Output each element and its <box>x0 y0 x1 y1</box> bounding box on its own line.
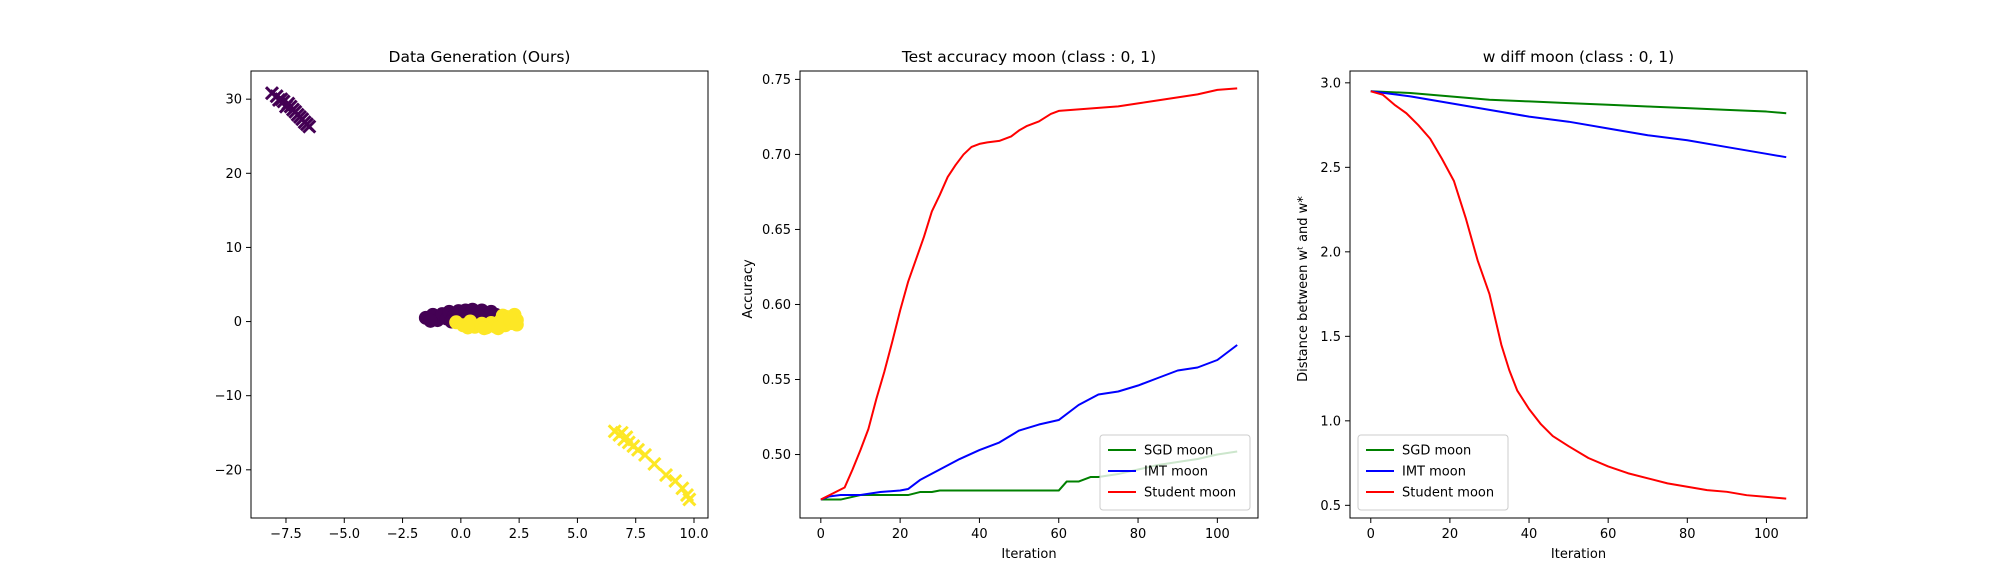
scatter-series-class-0-dot-point <box>423 313 438 328</box>
wdiff-xtick-label: 60 <box>1600 527 1617 542</box>
wdiff-xlabel: Iteration <box>1551 547 1606 562</box>
accuracy-xtick-label: 60 <box>1050 527 1067 542</box>
scatter-xtick-label: −7.5 <box>270 527 302 542</box>
wdiff-xtick-label: 0 <box>1367 527 1375 542</box>
accuracy-xtick-label: 40 <box>971 527 988 542</box>
wdiff-ytick-label: 3.0 <box>1320 76 1341 91</box>
accuracy-ytick-label: 0.65 <box>762 223 791 238</box>
scatter-series-class-0-x-point <box>302 119 317 134</box>
scatter-ytick-label: −20 <box>215 463 242 478</box>
accuracy-legend-label: Student moon <box>1144 486 1236 501</box>
accuracy-axes-frame <box>799 70 1259 519</box>
accuracy-title: Test accuracy moon (class : 0, 1) <box>901 48 1156 66</box>
wdiff-ytick-label: 2.0 <box>1320 245 1341 260</box>
accuracy-xlabel: Iteration <box>1001 547 1056 562</box>
accuracy-ytick-label: 0.55 <box>762 373 791 388</box>
wdiff-ytick-label: 0.5 <box>1320 499 1341 514</box>
wdiff-ylabel: Distance between wᵗ and w* <box>1296 196 1311 382</box>
wdiff-data-layer <box>1370 90 1787 500</box>
scatter-ytick-label: 20 <box>225 167 242 182</box>
accuracy-ytick-label: 0.60 <box>762 298 791 313</box>
scatter-ytick-label: 0 <box>234 315 242 330</box>
scatter-xtick-label: −5.0 <box>328 527 360 542</box>
wdiff-legend-label: IMT moon <box>1402 465 1466 480</box>
scatter-axes-frame <box>250 70 709 519</box>
accuracy-ytick-label: 0.75 <box>762 73 791 88</box>
scatter-ytick-label: −10 <box>215 389 242 404</box>
scatter-series-class-1-x-point <box>682 492 697 507</box>
accuracy-legend-label: IMT moon <box>1144 465 1208 480</box>
scatter-xtick-label: 0.0 <box>451 527 472 542</box>
scatter-xtick-label: 7.5 <box>625 527 646 542</box>
accuracy-ytick-label: 0.50 <box>762 448 791 463</box>
accuracy-ytick-label: 0.70 <box>762 148 791 163</box>
scatter-series-class-1-x-point <box>647 456 662 471</box>
wdiff-title: w diff moon (class : 0, 1) <box>1483 48 1674 66</box>
accuracy-series-student-moon-line <box>820 87 1238 501</box>
scatter-ytick-label: 10 <box>225 241 242 256</box>
wdiff-xtick-label: 20 <box>1442 527 1459 542</box>
scatter-series-class-1-dot-point <box>477 321 492 336</box>
accuracy-series-imt-moon-line <box>820 344 1238 501</box>
scatter-ytick-label: 30 <box>225 93 242 108</box>
scatter-series-class-0-x-point <box>271 92 287 107</box>
scatter-panel: Data Generation (Ours) −7.5 −5.0 −2.5 0.0 2.… <box>215 48 709 542</box>
accuracy-plot-area: 0 20 40 60 80 100 0.50 0.55 0.60 0.65 0.70 0.75 SGD … <box>762 70 1259 542</box>
wdiff-ytick-label: 1.0 <box>1320 414 1341 429</box>
scatter-plot-area: −7.5 −5.0 −2.5 0.0 2.5 5.0 7.5 10.0 −20 −10 0 10 20 3… <box>215 70 709 542</box>
scatter-series-class-1-dot-point <box>491 321 506 336</box>
accuracy-xtick-label: 100 <box>1205 527 1230 542</box>
accuracy-xtick-label: 80 <box>1130 527 1147 542</box>
scatter-xtick-label: 10.0 <box>680 527 709 542</box>
wdiff-xtick-label: 80 <box>1679 527 1696 542</box>
scatter-series-class-1-dot-point <box>509 317 524 332</box>
wdiff-series-sgd-moon-line <box>1370 90 1787 115</box>
wdiff-legend: SGD moon IMT moon Student moon <box>1357 434 1509 511</box>
wdiff-series-imt-moon-line <box>1370 90 1787 159</box>
accuracy-panel: Test accuracy moon (class : 0, 1) Iterat… <box>741 48 1259 562</box>
accuracy-xtick-label: 0 <box>817 527 825 542</box>
wdiff-ytick-label: 2.5 <box>1320 161 1341 176</box>
wdiff-legend-label: Student moon <box>1402 486 1494 501</box>
scatter-xtick-label: 5.0 <box>567 527 588 542</box>
scatter-series-class-1-dot-point <box>460 320 475 335</box>
wdiff-xtick-label: 40 <box>1521 527 1538 542</box>
scatter-xtick-label: 2.5 <box>509 527 530 542</box>
wdiff-panel: w diff moon (class : 0, 1) Iteration Dis… <box>1296 48 1808 562</box>
wdiff-legend-label: SGD moon <box>1402 444 1471 459</box>
scatter-data-layer <box>264 86 697 507</box>
wdiff-legend-box <box>1357 434 1509 511</box>
wdiff-ytick-label: 1.5 <box>1320 330 1341 345</box>
scatter-xtick-label: −2.5 <box>387 527 419 542</box>
scatter-series-class-1-x-point <box>658 467 674 483</box>
scatter-title: Data Generation (Ours) <box>389 48 571 66</box>
accuracy-legend-label: SGD moon <box>1144 444 1213 459</box>
wdiff-plot-area: 0 20 40 60 80 100 0.5 1.0 1.5 2.0 2.5 3.0 SGD moon IM… <box>1320 70 1808 542</box>
scatter-series-class-1-x-point <box>619 430 634 445</box>
accuracy-ylabel: Accuracy <box>741 259 756 319</box>
wdiff-axes-frame <box>1349 70 1808 519</box>
accuracy-legend-box <box>1099 434 1251 511</box>
wdiff-series-student-moon-line <box>1370 90 1787 500</box>
wdiff-xtick-label: 100 <box>1754 527 1779 542</box>
accuracy-xtick-label: 20 <box>892 527 909 542</box>
accuracy-legend: SGD moon IMT moon Student moon <box>1099 434 1251 511</box>
